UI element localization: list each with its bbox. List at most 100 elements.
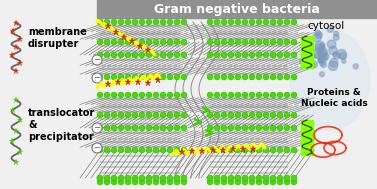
Circle shape [277, 92, 283, 98]
Circle shape [146, 147, 152, 153]
Circle shape [319, 50, 326, 57]
Circle shape [125, 92, 131, 98]
Circle shape [270, 92, 276, 98]
Circle shape [249, 19, 255, 25]
Circle shape [320, 62, 326, 67]
Circle shape [277, 74, 283, 80]
Circle shape [160, 125, 166, 131]
Circle shape [97, 39, 103, 45]
Circle shape [160, 92, 166, 98]
Circle shape [263, 52, 269, 58]
Circle shape [228, 175, 234, 181]
Circle shape [132, 19, 138, 25]
Circle shape [181, 179, 187, 185]
Circle shape [174, 147, 180, 153]
Circle shape [132, 125, 138, 131]
Circle shape [249, 39, 255, 45]
Circle shape [333, 52, 338, 56]
Circle shape [291, 92, 297, 98]
Circle shape [291, 74, 297, 80]
Circle shape [139, 175, 145, 181]
Circle shape [249, 179, 255, 185]
Circle shape [132, 74, 138, 80]
Circle shape [256, 175, 262, 181]
Circle shape [118, 39, 124, 45]
Circle shape [118, 52, 124, 58]
Circle shape [118, 175, 124, 181]
Circle shape [146, 175, 152, 181]
Circle shape [167, 52, 173, 58]
Circle shape [181, 19, 187, 25]
Circle shape [249, 112, 255, 118]
Circle shape [333, 52, 340, 59]
Circle shape [181, 147, 187, 153]
Circle shape [291, 52, 297, 58]
Circle shape [242, 179, 248, 185]
Circle shape [270, 125, 276, 131]
Circle shape [139, 125, 145, 131]
Circle shape [270, 39, 276, 45]
Circle shape [92, 73, 102, 83]
Circle shape [277, 125, 283, 131]
Circle shape [167, 74, 173, 80]
Circle shape [328, 61, 338, 70]
Circle shape [118, 112, 124, 118]
Text: Gram negative bacteria: Gram negative bacteria [154, 2, 320, 15]
Circle shape [256, 112, 262, 118]
Circle shape [263, 179, 269, 185]
Text: Proteins &
Nucleic acids: Proteins & Nucleic acids [300, 88, 367, 108]
Circle shape [167, 39, 173, 45]
Text: −: − [93, 143, 101, 153]
Circle shape [111, 92, 117, 98]
Circle shape [256, 19, 262, 25]
Circle shape [97, 147, 103, 153]
Circle shape [235, 92, 241, 98]
Circle shape [214, 175, 220, 181]
Circle shape [97, 74, 103, 80]
Circle shape [153, 112, 159, 118]
Circle shape [174, 112, 180, 118]
Circle shape [312, 49, 321, 58]
Circle shape [221, 147, 227, 153]
Circle shape [181, 39, 187, 45]
Circle shape [160, 179, 166, 185]
Circle shape [235, 74, 241, 80]
Circle shape [111, 125, 117, 131]
Circle shape [284, 147, 290, 153]
Circle shape [235, 19, 241, 25]
Circle shape [104, 19, 110, 25]
Circle shape [160, 52, 166, 58]
Circle shape [97, 125, 103, 131]
Circle shape [228, 19, 234, 25]
Circle shape [277, 39, 283, 45]
Circle shape [320, 61, 324, 66]
Circle shape [270, 19, 276, 25]
Circle shape [207, 92, 213, 98]
Circle shape [125, 147, 131, 153]
Circle shape [320, 43, 325, 48]
Circle shape [146, 92, 152, 98]
Circle shape [174, 175, 180, 181]
Circle shape [167, 175, 173, 181]
Circle shape [118, 92, 124, 98]
Circle shape [146, 179, 152, 185]
Circle shape [249, 92, 255, 98]
Circle shape [235, 179, 241, 185]
Circle shape [181, 175, 187, 181]
Circle shape [242, 147, 248, 153]
Circle shape [284, 175, 290, 181]
Circle shape [118, 125, 124, 131]
Circle shape [139, 39, 145, 45]
Circle shape [284, 125, 290, 131]
Text: cytosol: cytosol [307, 21, 345, 31]
Circle shape [181, 125, 187, 131]
Circle shape [146, 74, 152, 80]
Circle shape [228, 92, 234, 98]
Circle shape [221, 92, 227, 98]
Circle shape [263, 39, 269, 45]
Circle shape [284, 19, 290, 25]
Circle shape [139, 179, 145, 185]
Circle shape [153, 175, 159, 181]
Circle shape [249, 125, 255, 131]
Circle shape [318, 59, 322, 63]
